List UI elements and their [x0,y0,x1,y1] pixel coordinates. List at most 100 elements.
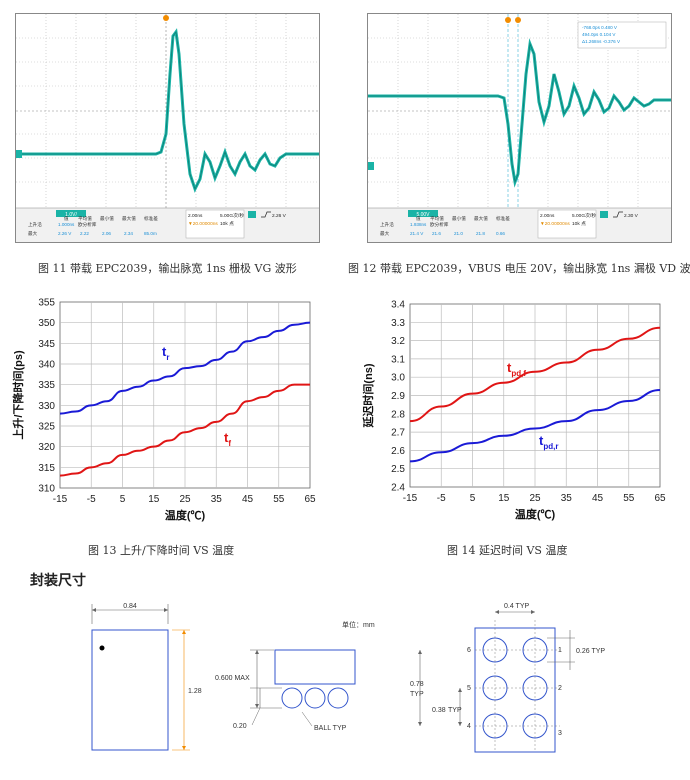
scope-fig11-svg: 1.0V/ 上升沿 最大 值 平均值 最小值 最大值 标准差 1.000ns 欧… [16,14,319,242]
record-length: 10k 点 [220,221,234,227]
cursor-readout-delta: Δ1.268ns -0.376 V [582,39,621,44]
y-tick-label: 3.2 [391,336,405,347]
y-tick-label: 2.7 [391,428,405,439]
scope-fig12-svg: -768.0ps 0.480 V 494.0ps 0.104 V Δ1.268n… [368,14,671,242]
y-tick-label: 3.3 [391,318,405,329]
y-tick-label: 2.8 [391,409,405,420]
pitch-y-label: 0.38 [432,707,446,714]
figure-14-caption: 图 14 延迟时间 VS 温度 [447,544,568,557]
solder-ball [281,687,303,709]
meas-header: 平均值 [78,215,92,222]
pitch-x-label: 0.4 TYP [504,603,529,610]
timebase: 2.00ns [540,213,555,219]
meas-header: 标准差 [496,215,510,222]
meas-label-2: 最大 [28,230,38,237]
meas-value: 85.0m [144,231,157,236]
series-label: tpd,r [539,433,558,451]
series-label: tr [162,344,169,362]
y-tick-label: 2.9 [391,391,405,402]
x-tick-label: 15 [148,494,160,505]
x-tick-label: 25 [179,494,191,505]
solder-ball [327,687,349,709]
y-tick-label: 325 [38,422,55,433]
x-tick-label: 5 [120,494,126,505]
x-tick-label: 15 [498,493,510,504]
y-axis-label: 上升/下降时间(ps) [11,350,25,440]
meas-header: 标准差 [144,215,158,222]
meas-value: 2.34 [124,231,133,236]
meas-value: 21.6 [432,231,441,236]
meas-header: 值 [416,215,421,222]
meas-header: 最小值 [452,215,466,222]
ch1-badge [56,210,86,217]
meas-value: 2.06 [102,231,111,236]
meas-header: 平均值 [430,215,444,222]
x-tick-label: 45 [242,494,254,505]
sample-rate: 5.00G次/秒 [572,212,596,219]
y-tick-label: 3.0 [391,373,405,384]
meas-value: 21.4 V [410,231,424,236]
ch1-scale: 1.0V/ [65,212,77,218]
y-tick-label: 2.5 [391,464,405,475]
package-drawing: 0.84 1.28 0.600 MAX 0.20 BALL TYP 单位：mm … [91,603,605,753]
timebase: 2.00ns [188,213,203,219]
chart-delay-time: -15 -5 5 15 25 35 45 55 65 2.4 2.5 2.6 2.7 2.8 2.9 3.0 3… [361,300,666,522]
x-tick-label: 55 [273,494,285,505]
ball-dia-label: 0.26 TYP [576,648,605,655]
x-tick-label: 45 [592,493,604,504]
top-height-label: 1.28 [188,688,202,695]
meas-label-1: 上升沿 [28,221,42,228]
package-bottom-view [474,627,556,753]
meas-label-1: 上升沿 [380,221,394,228]
total-y-typ: TYP [410,691,424,698]
x-tick-label: -5 [437,493,446,504]
solder-ball [304,687,326,709]
pitch-y-typ: TYP [448,707,462,714]
x-tick-label: -5 [87,494,96,505]
y-tick-label: 315 [38,463,55,474]
meas-value: 2.26 V [58,231,72,236]
record-length: 10k 点 [572,221,586,227]
x-tick-label: 35 [211,494,223,505]
meas-value: 1.938ns [410,222,427,227]
meas-value: 0.66 [496,231,505,236]
pin-label: 5 [467,685,471,692]
cursor-readout-box [577,21,667,49]
ch1-marker-icon [16,150,22,158]
x-tick-label: 25 [529,493,541,504]
cursor-b-marker-icon [515,17,521,23]
pin-label: 3 [558,730,562,737]
y-tick-label: 320 [38,442,55,453]
trigger-level: 2.26 V [272,213,287,219]
ch1-marker-icon [368,162,374,170]
figure-12-caption: 图 12 带载 EPC2039，VBUS 电压 20V，输出脉宽 1ns 漏极 … [348,262,690,275]
cursor-a-marker-icon [505,17,511,23]
x-tick-label: 35 [561,493,573,504]
x-axis-label: 温度(℃) [165,508,206,522]
y-tick-label: 310 [38,484,55,495]
time-offset: ▼20.00000ns [540,221,570,227]
pin-label: 4 [467,723,471,730]
y-axis-label: 延迟时间(ns) [361,363,375,428]
series-line-tr [59,321,311,415]
ch1-badge [408,210,438,217]
chart-rise-fall-time: -15 -5 5 15 25 35 45 55 65 310 315 320 325 330 335 340 3… [11,298,316,523]
y-tick-label: 335 [38,380,55,391]
cursor-readout-b: 494.0ps 0.104 V [582,32,616,37]
pin1-dot-icon [99,645,105,651]
ball-typ-label: BALL TYP [314,725,347,732]
pin-label: 2 [558,685,562,692]
meas-value: 1.000ns [58,222,75,227]
pin-label: 1 [558,647,562,654]
trigger-marker-icon [163,15,169,21]
side-max-label: 0.600 MAX [215,675,250,682]
ball-height-label: 0.20 [233,723,247,730]
meas-header: 值 [64,215,69,222]
meas-value: 2.22 [80,231,89,236]
y-tick-label: 340 [38,360,55,371]
meas-header: 最小值 [100,215,114,222]
sample-rate: 5.00G次/秒 [220,212,244,219]
cursor-readout-a: -768.0ps 0.480 V [582,25,618,30]
package-side-view [274,649,356,685]
package-top-view [91,629,169,751]
